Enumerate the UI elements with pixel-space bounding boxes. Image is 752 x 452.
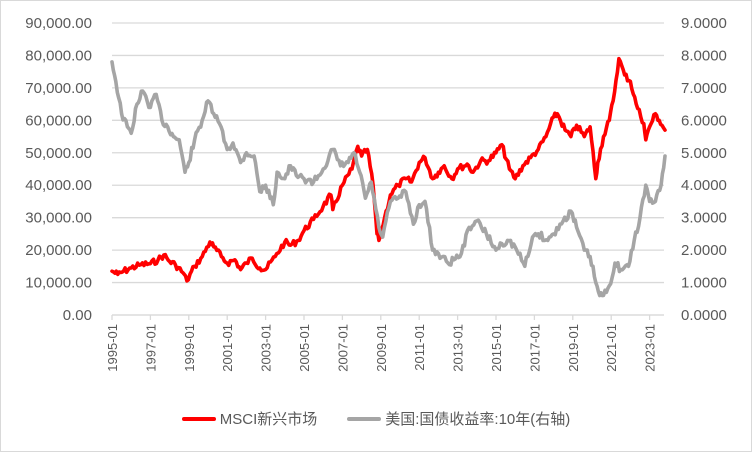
legend-swatch-red-line-icon	[181, 416, 216, 421]
right-axis-tick-label: 5.0000	[681, 145, 727, 162]
left-axis-tick-label: 80,000.00	[25, 47, 92, 64]
legend-item-msci-em: MSCI新兴市场	[181, 408, 318, 429]
right-axis-tick-label: 2.0000	[681, 242, 727, 259]
left-y-axis: 0.00 10,000.00 20,000.00 30,000.00 40,000.00…	[25, 15, 92, 324]
legend-item-us-10y-yield: 美国:国债收益率:10年(右轴)	[347, 408, 570, 429]
x-axis-tick-label: 2017-01	[527, 324, 542, 372]
x-axis-tick-label: 2003-01	[259, 324, 274, 372]
legend-label: 美国:国债收益率:10年(右轴)	[385, 411, 571, 428]
x-axis-tick-label: 1999-01	[182, 324, 197, 372]
left-axis-tick-label: 20,000.00	[25, 242, 92, 259]
right-axis-tick-label: 0.0000	[681, 307, 727, 324]
x-axis: 1995-01 1997-01 1999-01 2001-01 2003-01 2005-…	[105, 314, 664, 372]
x-axis-tick-label: 2001-01	[220, 324, 235, 372]
left-axis-tick-label: 0.00	[63, 307, 92, 324]
left-axis-tick-label: 70,000.00	[25, 80, 92, 97]
right-axis-tick-label: 4.0000	[681, 177, 727, 194]
right-axis-tick-label: 8.0000	[681, 47, 727, 64]
right-y-axis: 0.0000 1.0000 2.0000 3.0000 4.0000 5.0000 6.00…	[681, 15, 727, 324]
right-axis-tick-label: 1.0000	[681, 275, 727, 292]
gridlines	[112, 22, 664, 316]
left-axis-tick-label: 40,000.00	[25, 177, 92, 194]
legend-label: MSCI新兴市场	[219, 411, 318, 428]
msci-em-line	[110, 56, 667, 283]
left-axis-tick-label: 30,000.00	[25, 210, 92, 227]
series-lines	[110, 56, 667, 298]
right-axis-tick-label: 7.0000	[681, 80, 727, 97]
right-axis-tick-label: 3.0000	[681, 210, 727, 227]
x-axis-tick-label: 1995-01	[105, 324, 120, 372]
left-axis-tick-label: 90,000.00	[25, 15, 92, 32]
x-axis-tick-label: 1997-01	[143, 324, 158, 372]
x-axis-tick-label: 2007-01	[335, 324, 350, 372]
x-axis-tick-label: 2013-01	[451, 324, 466, 372]
x-axis-tick-label: 2005-01	[297, 324, 312, 372]
x-axis-tick-label: 2023-01	[643, 324, 658, 372]
legend-swatch-grey-line-icon	[347, 416, 382, 421]
x-axis-tick-label: 2015-01	[489, 324, 504, 372]
x-axis-tick-label: 2011-01	[412, 324, 427, 371]
x-axis-tick-label: 2019-01	[566, 324, 581, 372]
legend: MSCI新兴市场 美国:国债收益率:10年(右轴)	[0, 408, 752, 429]
right-axis-tick-label: 9.0000	[681, 15, 727, 32]
left-axis-tick-label: 10,000.00	[25, 275, 92, 292]
right-axis-tick-label: 6.0000	[681, 112, 727, 129]
us-10y-yield-line	[110, 60, 667, 298]
x-axis-tick-label: 2021-01	[604, 324, 619, 372]
left-axis-tick-label: 60,000.00	[25, 112, 92, 129]
x-axis-tick-label: 2009-01	[374, 324, 389, 372]
left-axis-tick-label: 50,000.00	[25, 145, 92, 162]
